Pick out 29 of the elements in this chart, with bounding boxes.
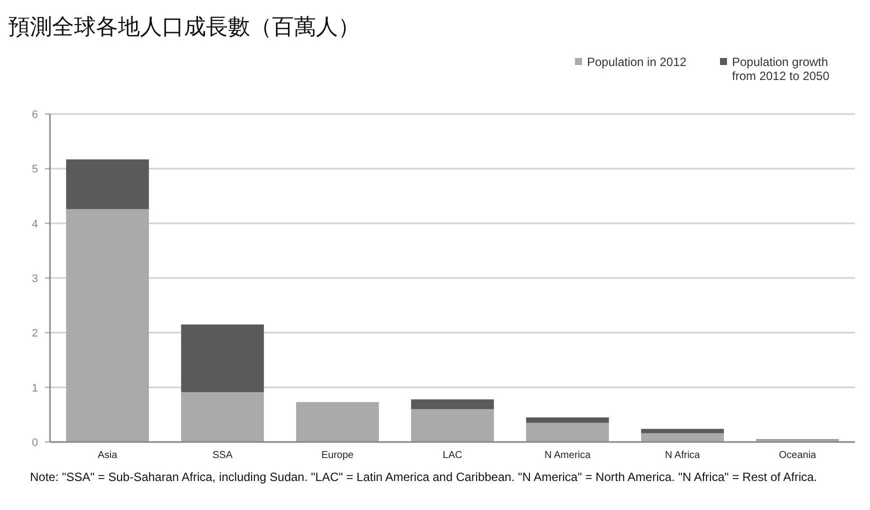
bar bbox=[296, 402, 379, 442]
bar bbox=[66, 209, 149, 442]
bar bbox=[526, 417, 609, 423]
bar bbox=[526, 422, 609, 442]
bar bbox=[411, 409, 494, 442]
x-tick-label: SSA bbox=[212, 450, 233, 461]
legend-label: Population growth from 2012 to 2050 bbox=[732, 55, 830, 83]
y-tick-label: 3 bbox=[32, 273, 38, 285]
bar bbox=[181, 392, 264, 442]
bar bbox=[411, 399, 494, 410]
legend-label: Population in 2012 bbox=[587, 55, 687, 69]
bar bbox=[641, 428, 724, 434]
x-tick-label: N Africa bbox=[664, 450, 700, 461]
bar bbox=[641, 433, 724, 442]
x-tick-label: Asia bbox=[98, 450, 118, 461]
x-tick-label: LAC bbox=[442, 450, 462, 461]
x-tick-label: N America bbox=[544, 450, 591, 461]
bar bbox=[181, 324, 264, 392]
y-tick-label: 5 bbox=[32, 164, 38, 176]
x-tick-label: Oceania bbox=[778, 450, 817, 461]
chart-title: 預測全球各地人口成長數（百萬人） bbox=[8, 14, 360, 42]
bar bbox=[66, 159, 149, 210]
text: Note: "SSA" = Sub-Saharan Africa, including Sudan. "LAC" = Latin America and Caribbean. "N America" = North America. "N Africa" = Rest of Africa. bbox=[30, 470, 818, 484]
x-tick-label: Europe bbox=[321, 450, 354, 461]
y-tick-label: 2 bbox=[32, 328, 38, 340]
y-tick-label: 6 bbox=[32, 109, 38, 121]
y-tick-label: 1 bbox=[32, 382, 38, 394]
y-tick-label: 4 bbox=[32, 218, 38, 230]
y-tick-label: 0 bbox=[32, 437, 38, 449]
